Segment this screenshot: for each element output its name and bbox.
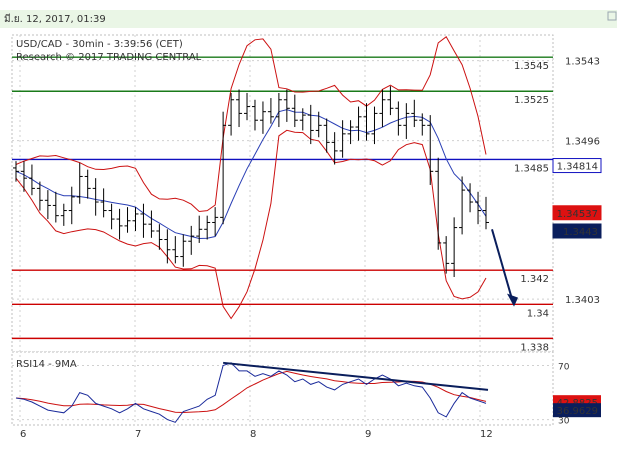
rsi-tick-label: 30 [558, 417, 570, 427]
rsi-panel [11, 351, 554, 426]
rsi-tag-label: 36.9629 [557, 406, 598, 417]
overlays: 1.34814 1.34537 1.3443 [491, 158, 602, 307]
price-tag [552, 223, 602, 239]
y-tick-label: 1.3496 [565, 137, 600, 148]
rsi-tag [553, 403, 601, 418]
rsi-line [15, 362, 487, 423]
x-tick-label: 7 [135, 429, 141, 440]
header-date: มี.ย. 12, 2017, 01:39 [4, 13, 106, 25]
x-tick-label: 8 [250, 429, 256, 440]
rsi-trendline [223, 361, 489, 391]
rsi-tick-label: 70 [558, 363, 570, 373]
header-bar [0, 10, 617, 28]
lower-band [15, 129, 487, 320]
projection-arrow-head [507, 293, 518, 307]
x-tick-label: 12 [480, 429, 493, 440]
rsi-indicator: 42.882536.9629 [15, 361, 601, 423]
price-tag-label: 1.34537 [557, 209, 598, 220]
level-label: 1.342 [520, 274, 549, 285]
price-tag-label: 1.3443 [563, 227, 598, 238]
price-tag [552, 158, 602, 174]
level-label: 1.3485 [514, 163, 549, 174]
level-label: 1.34 [527, 308, 549, 319]
candles [13, 86, 489, 278]
bollinger-bands [15, 36, 487, 320]
level-label: 1.338 [520, 342, 549, 353]
level-label: 1.3525 [514, 95, 549, 106]
axes: 1.3543 1.3496 1.3403 70 30 6 7 8 9 12 [20, 57, 600, 440]
restore-icon[interactable] [607, 11, 617, 21]
chart-subtitle: Research © 2017 TRADING CENTRAL [16, 52, 202, 63]
upper-band [15, 36, 487, 213]
y-tick-label: 1.3543 [565, 57, 600, 68]
levels: 1.3545 1.3525 1.3485 1.342 1.34 1.338 [12, 56, 553, 353]
grid [12, 35, 553, 425]
x-tick-label: 6 [20, 429, 26, 440]
level-label: 1.3545 [514, 61, 549, 72]
price-tag-label: 1.34814 [557, 162, 598, 173]
projection-arrow-line [491, 229, 514, 303]
moving-average [15, 109, 487, 240]
x-tick-label: 9 [365, 429, 371, 440]
y-tick-label: 1.3403 [565, 295, 600, 306]
chart-title: USD/CAD - 30min - 3:39:56 (CET) [16, 39, 183, 50]
price-tag [552, 205, 602, 221]
rsi-title: RSI14 - 9MA [16, 359, 77, 370]
